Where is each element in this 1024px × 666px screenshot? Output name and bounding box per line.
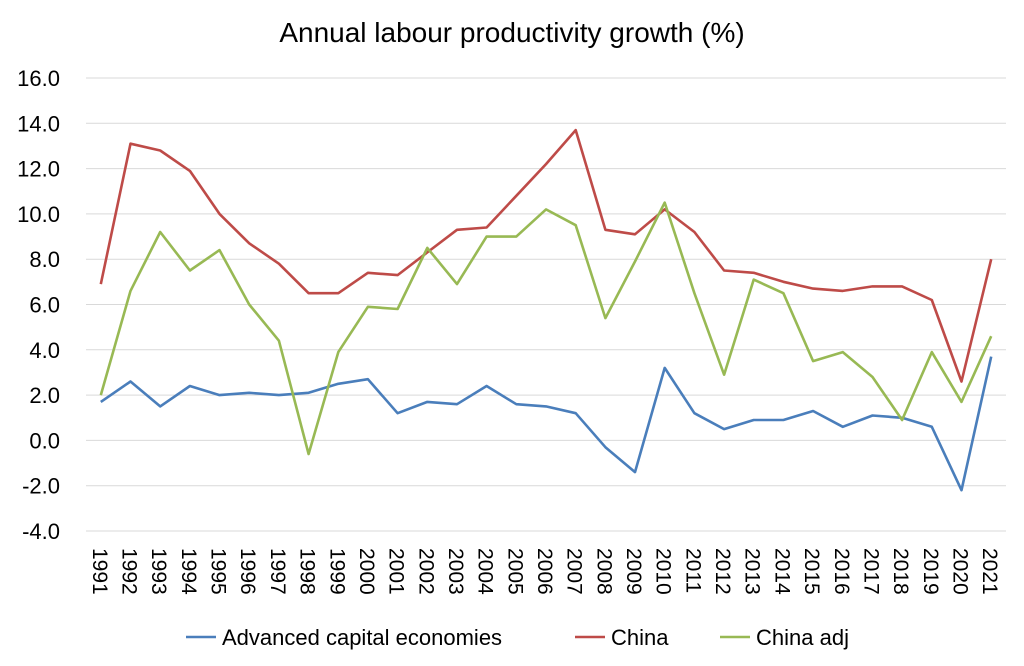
x-tick-label: 1991	[88, 548, 111, 595]
x-tick-label: 2019	[919, 548, 942, 595]
legend-label-2: China adj	[756, 625, 849, 650]
y-tick-label: -4.0	[22, 519, 60, 544]
x-tick-label: 2007	[563, 548, 586, 595]
x-tick-label: 2018	[889, 548, 912, 595]
x-tick-label: 2005	[503, 548, 526, 595]
x-tick-label: 2002	[414, 548, 437, 595]
legend: Advanced capital economies China China adj	[186, 625, 849, 650]
y-tick-label: 10.0	[17, 202, 60, 227]
x-tick-label: 2011	[681, 548, 704, 593]
x-tick-label: 2015	[800, 548, 823, 595]
x-axis-ticks: 1991 1992 1993 1994 1995 1996 1997 1998 1999 2000…	[88, 548, 1001, 595]
y-tick-label: 16.0	[17, 66, 60, 91]
x-tick-label: 2008	[592, 548, 615, 595]
y-tick-label: 8.0	[29, 247, 60, 272]
y-tick-label: 0.0	[29, 428, 60, 453]
x-tick-label: 1997	[266, 548, 289, 595]
x-tick-label: 2021	[978, 548, 1001, 595]
x-tick-label: 1998	[296, 548, 319, 595]
x-tick-label: 2004	[474, 548, 497, 595]
x-tick-label: 2013	[741, 548, 764, 595]
x-tick-label: 1995	[207, 548, 230, 595]
y-axis-ticks: 16.0 14.0 12.0 10.0 8.0 6.0 4.0 2.0 0.0 -2.0 -4.0	[17, 66, 60, 544]
x-tick-label: 2016	[830, 548, 853, 595]
x-tick-label: 1992	[118, 548, 141, 595]
y-tick-label: -2.0	[22, 474, 60, 499]
y-tick-label: 6.0	[29, 293, 60, 318]
gridlines	[86, 77, 1006, 532]
x-tick-label: 2014	[770, 548, 793, 595]
legend-label-0: Advanced capital economies	[222, 625, 502, 650]
x-tick-label: 2009	[622, 548, 645, 595]
legend-label-1: China	[611, 625, 669, 650]
x-tick-label: 2003	[444, 548, 467, 595]
y-tick-label: 4.0	[29, 338, 60, 363]
series-line-2	[99, 201, 993, 456]
y-tick-label: 2.0	[29, 383, 60, 408]
y-tick-label: 12.0	[17, 157, 60, 182]
x-tick-label: 2001	[385, 548, 408, 595]
x-tick-label: 2017	[859, 548, 882, 595]
x-tick-label: 1994	[177, 548, 200, 595]
x-tick-label: 1996	[236, 548, 259, 595]
x-tick-label: 2010	[652, 548, 675, 595]
series-line-0	[100, 356, 993, 492]
x-tick-label: 2006	[533, 548, 556, 595]
y-tick-label: 14.0	[17, 111, 60, 136]
x-tick-label: 1999	[325, 548, 348, 595]
x-tick-label: 1993	[147, 548, 170, 595]
series-line-1	[99, 128, 993, 383]
x-tick-label: 2020	[948, 548, 971, 595]
series-lines	[99, 128, 993, 492]
chart-title: Annual labour productivity growth (%)	[279, 17, 744, 48]
x-tick-label: 2012	[711, 548, 734, 595]
x-tick-label: 2000	[355, 548, 378, 595]
